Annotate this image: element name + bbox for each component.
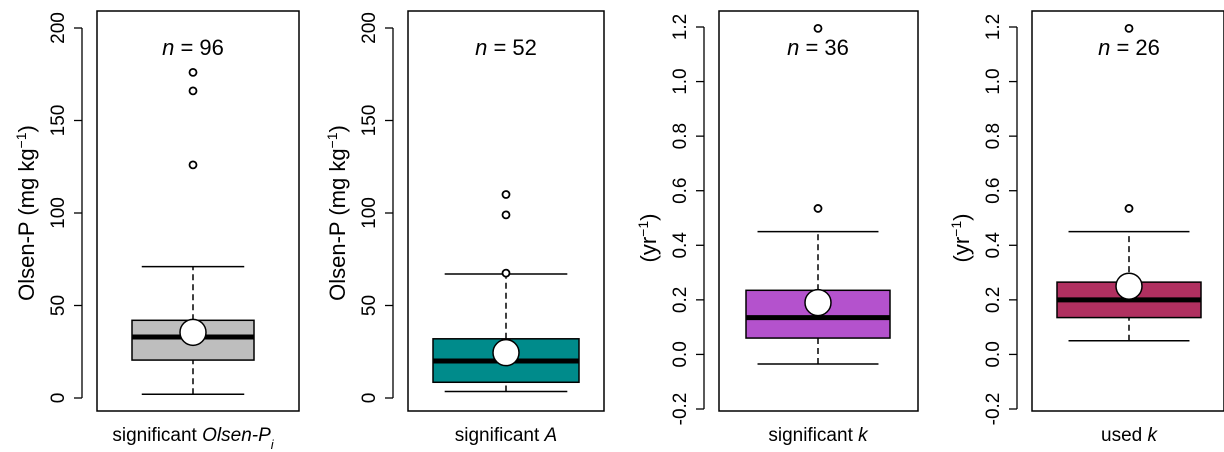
outlier-point: [188, 86, 198, 96]
plot-frame: [718, 10, 919, 412]
outlier-point: [188, 160, 198, 170]
y-tick-label: 0.0: [670, 341, 691, 367]
y-axis-label: Olsen-P (mg kg−1): [324, 125, 350, 301]
y-tick-label: 0: [48, 393, 69, 404]
y-tick-label: 1.2: [983, 14, 1004, 40]
panel-2: 0 50 100 150 200 Olsen-P (mg kg−1) n = 52 signi…: [324, 10, 605, 446]
y-tick-label: 50: [48, 295, 69, 316]
y-tick-label: 200: [359, 12, 380, 44]
n-label: n = 96: [162, 35, 224, 60]
y-tick-label: 0.2: [983, 287, 1004, 313]
y-tick-label: 150: [48, 105, 69, 137]
y-tick-label: -0.2: [670, 393, 691, 426]
y-tick-label: 150: [359, 105, 380, 137]
plot-frame: [96, 10, 300, 412]
y-axis-label: Olsen-P (mg kg−1): [13, 125, 39, 301]
mean-marker: [492, 338, 520, 367]
outlier-point: [1124, 204, 1134, 213]
outlier-point: [813, 204, 823, 213]
plot-frame: [407, 10, 605, 412]
y-tick-label: 0.0: [983, 341, 1004, 367]
y-tick-label: 0.6: [670, 178, 691, 204]
n-label: n = 52: [475, 35, 537, 60]
outlier-point: [501, 268, 511, 278]
y-tick-label: 1.2: [670, 14, 691, 40]
y-tick-label: 0.2: [670, 287, 691, 313]
y-tick-label: 0.6: [983, 178, 1004, 204]
outlier-point: [1124, 23, 1134, 33]
y-tick-label: 200: [48, 12, 69, 44]
n-label: n = 36: [787, 35, 849, 60]
outlier-point: [813, 23, 823, 33]
outlier-point: [188, 68, 198, 77]
panel-1: 0 50 100 150 200 Olsen-P (mg kg−1) n = 96 signi…: [13, 10, 300, 452]
y-tick-label: 1.0: [670, 68, 691, 94]
mean-marker: [179, 318, 207, 347]
category-label: significant Olsen-Pi: [112, 425, 274, 452]
y-tick-label: 100: [359, 197, 380, 229]
y-tick-label: 0: [359, 393, 380, 404]
n-label: n = 26: [1098, 35, 1160, 60]
y-axis-label: (yr−1): [635, 214, 661, 263]
category-label: significant k: [768, 425, 869, 446]
y-axis-label: (yr−1): [948, 214, 974, 263]
y-tick-label: 0.4: [983, 232, 1004, 259]
category-label: used k: [1101, 425, 1158, 446]
plot-frame: [1031, 10, 1224, 412]
y-tick-label: 0.4: [670, 232, 691, 259]
category-label: significant A: [455, 425, 557, 446]
y-tick-label: -0.2: [983, 393, 1004, 426]
y-tick-label: 1.0: [983, 68, 1004, 94]
panel-3: -0.2 0.0 0.2 0.4 0.6 0.8 1.0 1.2 (yr−1) n = 36 sig…: [635, 10, 919, 446]
mean-marker: [1115, 272, 1143, 300]
y-tick-label: 0.8: [670, 123, 691, 149]
y-tick-label: 0.8: [983, 123, 1004, 149]
outlier-point: [501, 210, 511, 220]
outlier-point: [501, 190, 511, 199]
y-tick-label: 50: [359, 295, 380, 316]
y-tick-label: 100: [48, 197, 69, 229]
mean-marker: [804, 288, 832, 317]
panel-4: -0.2 0.0 0.2 0.4 0.6 0.8 1.0 1.2 (yr−1) n = 26 use…: [948, 10, 1224, 446]
